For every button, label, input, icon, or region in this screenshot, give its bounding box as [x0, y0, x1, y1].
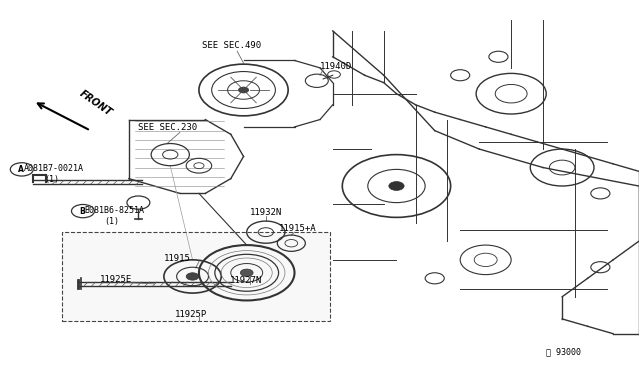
Text: SEE SEC.230: SEE SEC.230 [138, 123, 198, 132]
Text: 11925E: 11925E [100, 275, 132, 284]
Text: A: A [18, 165, 24, 174]
Text: ℹ 93000: ℹ 93000 [546, 347, 581, 356]
Text: (1): (1) [104, 217, 120, 226]
Circle shape [239, 87, 248, 93]
Circle shape [241, 269, 253, 276]
Circle shape [389, 182, 404, 190]
Text: 11915: 11915 [164, 254, 191, 263]
Text: B: B [79, 207, 85, 216]
Text: 11927N: 11927N [230, 276, 262, 285]
Text: SEE SEC.490: SEE SEC.490 [202, 41, 261, 49]
Text: (1): (1) [45, 175, 60, 184]
Text: 11932N: 11932N [250, 208, 282, 217]
Text: 11925P: 11925P [175, 310, 207, 319]
Text: A081B7-0021A: A081B7-0021A [24, 164, 84, 173]
Text: 11940D: 11940D [320, 62, 352, 71]
Circle shape [186, 273, 199, 280]
Text: 11915+A: 11915+A [278, 224, 316, 233]
Text: FRONT: FRONT [78, 89, 114, 118]
Text: B081B6-8251A: B081B6-8251A [84, 206, 144, 215]
FancyBboxPatch shape [62, 232, 330, 321]
